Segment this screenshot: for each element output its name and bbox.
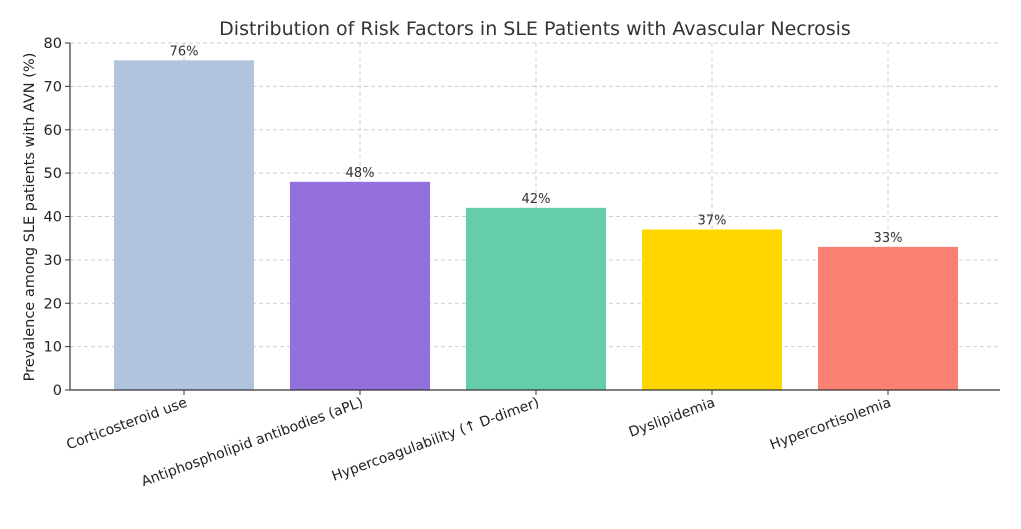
y-tick-label: 50 (44, 166, 62, 182)
y-tick-label: 10 (44, 340, 62, 356)
bar-data-label: 42% (522, 192, 551, 207)
x-tick-label: Hypercortisolemia (768, 395, 893, 454)
bar (290, 181, 430, 390)
y-axis-ticks: 0 10 20 30 40 50 60 70 80 (44, 36, 70, 399)
data-labels: 76% 48% 42% 37% 33% (170, 44, 903, 246)
bar-data-label: 48% (346, 166, 375, 181)
y-tick-label: 40 (44, 210, 62, 226)
chart-title: Distribution of Risk Factors in SLE Pati… (219, 18, 851, 40)
y-tick-label: 0 (53, 383, 62, 399)
bar (114, 60, 254, 390)
y-tick-label: 70 (44, 79, 62, 95)
bar-data-label: 37% (698, 214, 727, 229)
bar (818, 246, 958, 390)
y-tick-label: 30 (44, 253, 62, 269)
bar-data-label: 76% (170, 44, 199, 59)
x-tick-label: Dyslipidemia (627, 395, 718, 441)
y-tick-label: 20 (44, 296, 62, 312)
bars (114, 60, 958, 390)
bar (642, 229, 782, 390)
x-tick-label: Corticosteroid use (64, 395, 189, 454)
y-axis-label: Prevalence among SLE patients with AVN (… (22, 53, 38, 382)
y-tick-label: 80 (44, 36, 62, 52)
y-tick-label: 60 (44, 123, 62, 139)
bar (466, 207, 606, 390)
bar-data-label: 33% (874, 231, 903, 246)
